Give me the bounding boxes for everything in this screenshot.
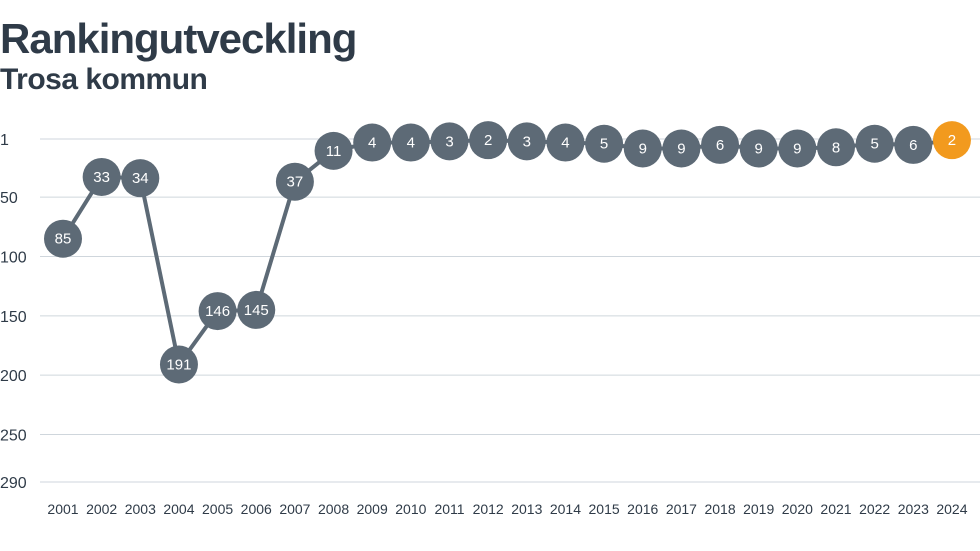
- x-tick-label: 2010: [395, 501, 426, 517]
- x-tick-label: 2005: [202, 501, 233, 517]
- data-point: [391, 123, 430, 162]
- data-point: [778, 129, 817, 168]
- data-point: [817, 128, 855, 167]
- data-label: 4: [561, 135, 569, 152]
- x-tick-label: 2008: [318, 501, 349, 517]
- y-tick-label: 150: [0, 309, 27, 326]
- x-tick-label: 2006: [241, 501, 272, 517]
- data-point: [623, 129, 662, 168]
- x-tick-label: 2007: [279, 501, 310, 517]
- x-tick-label: 2020: [782, 501, 813, 517]
- data-point: [469, 121, 508, 160]
- data-point: [82, 157, 121, 196]
- chart-subtitle: Trosa kommun: [0, 63, 208, 96]
- data-point: [121, 159, 160, 198]
- y-tick-label: 100: [0, 249, 27, 266]
- data-label: 4: [368, 135, 376, 152]
- data-point: [353, 123, 392, 162]
- data-point: [430, 122, 469, 161]
- data-label: 4: [407, 135, 415, 152]
- data-label: 6: [909, 137, 917, 154]
- x-tick-label: 2018: [704, 501, 735, 517]
- data-label: 2: [484, 132, 492, 149]
- chart-title: Rankingutveckling: [0, 15, 357, 62]
- data-label: 191: [166, 357, 191, 374]
- x-tick-label: 2004: [163, 501, 194, 517]
- x-tick-label: 2015: [589, 501, 620, 517]
- data-label: 145: [244, 302, 269, 319]
- x-tick-label: 2002: [86, 501, 117, 517]
- x-tick-label: 2011: [434, 501, 464, 517]
- x-tick-label: 2024: [936, 501, 967, 517]
- y-tick-label: 50: [0, 190, 18, 207]
- data-label: 3: [523, 133, 531, 150]
- data-point: [585, 124, 624, 163]
- data-point: [855, 124, 894, 163]
- data-point: [662, 129, 701, 168]
- data-label: 8: [832, 139, 840, 156]
- x-tick-label: 2012: [473, 501, 504, 517]
- data-point: [739, 129, 778, 168]
- ranking-series-line: [61, 138, 953, 367]
- x-tick-label: 2003: [125, 501, 156, 517]
- data-label: 9: [677, 140, 685, 157]
- x-tick-label: 2009: [357, 501, 388, 517]
- y-tick-label: 1: [0, 132, 9, 149]
- data-point: [275, 162, 314, 201]
- data-point: [198, 292, 237, 331]
- data-point: [894, 125, 933, 164]
- data-point: [44, 219, 82, 258]
- x-tick-label: 2001: [47, 501, 78, 517]
- data-label: 37: [287, 174, 304, 191]
- y-tick-label: 290: [0, 475, 27, 492]
- data-point: [546, 123, 585, 162]
- data-point: [159, 345, 198, 384]
- y-tick-label: 250: [0, 428, 27, 445]
- data-label: 3: [445, 133, 453, 150]
- data-point: [701, 125, 740, 164]
- data-label: 9: [639, 140, 647, 157]
- data-label: 9: [755, 140, 763, 157]
- data-label: 11: [326, 143, 342, 160]
- x-tick-label: 2016: [627, 501, 658, 517]
- x-tick-label: 2021: [820, 501, 851, 517]
- data-point: [237, 290, 276, 329]
- x-tick-label: 2023: [898, 501, 929, 517]
- data-label: 34: [132, 170, 149, 187]
- data-point: [314, 131, 353, 170]
- data-label: 6: [716, 137, 724, 154]
- data-label: 5: [870, 136, 878, 153]
- x-tick-label: 2014: [550, 501, 581, 517]
- x-tick-label: 2013: [511, 501, 542, 517]
- x-tick-label: 2022: [859, 501, 890, 517]
- data-point: [507, 122, 546, 161]
- data-label: 2: [948, 132, 956, 149]
- data-label: 33: [93, 169, 110, 186]
- data-label: 9: [793, 140, 801, 157]
- y-tick-label: 200: [0, 368, 27, 385]
- data-label: 85: [55, 231, 72, 248]
- data-label: 5: [600, 136, 608, 153]
- data-label: 146: [205, 303, 230, 320]
- x-tick-label: 2019: [743, 501, 774, 517]
- highlight-data-point: [932, 121, 971, 160]
- x-tick-label: 2017: [666, 501, 697, 517]
